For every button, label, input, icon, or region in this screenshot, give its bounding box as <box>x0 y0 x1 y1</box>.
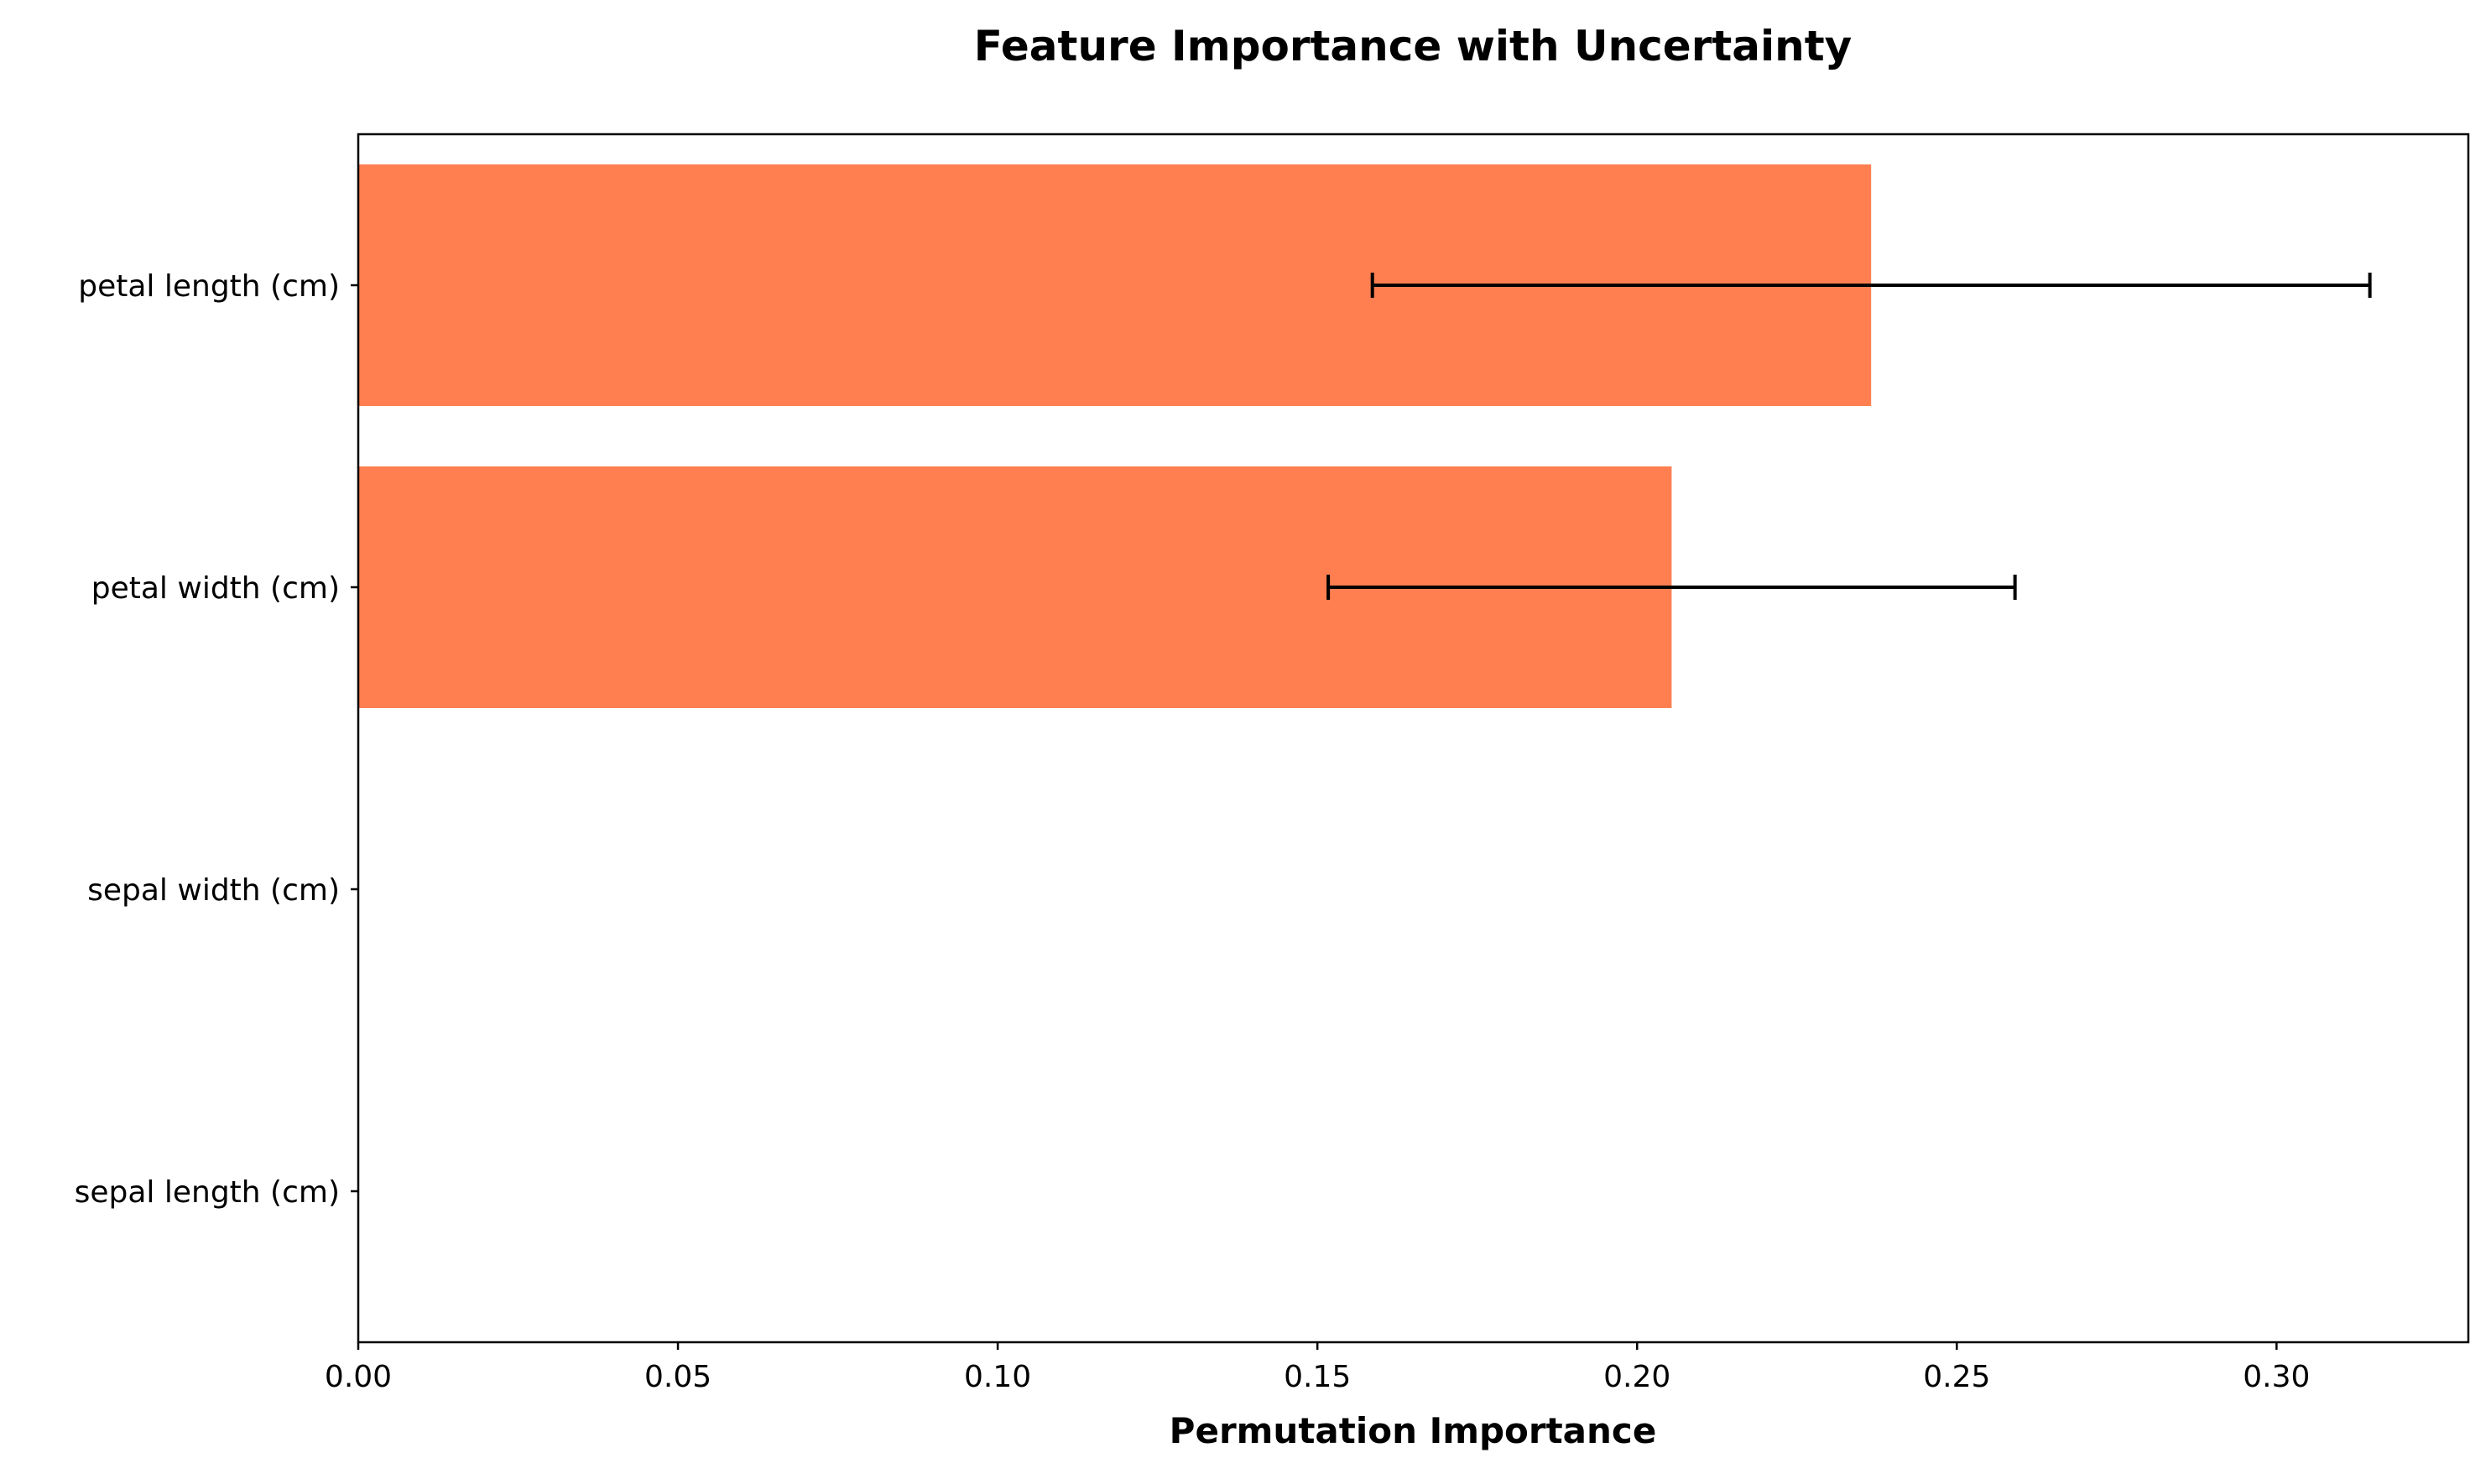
x-tick-label: 0.30 <box>2243 1360 2310 1394</box>
x-tick-label: 0.25 <box>1923 1360 1990 1394</box>
x-tick-label: 0.15 <box>1284 1360 1351 1394</box>
x-tick-label: 0.20 <box>1603 1360 1670 1394</box>
x-tick-label: 0.05 <box>644 1360 711 1394</box>
error-bar <box>1326 575 2017 600</box>
x-axis: 0.00 0.05 0.10 0.15 0.20 0.25 0.30 <box>325 1342 2310 1394</box>
bars-layer <box>358 164 1872 708</box>
y-tick-label: sepal width (cm) <box>87 873 340 908</box>
y-tick-label: sepal length (cm) <box>75 1175 340 1210</box>
error-bar <box>1370 273 2372 298</box>
x-tick-label: 0.00 <box>325 1360 392 1394</box>
x-axis-label: Permutation Importance <box>1170 1410 1657 1451</box>
error-bars-layer <box>1326 273 2372 600</box>
y-tick-label: petal length (cm) <box>78 269 340 304</box>
x-tick-label: 0.10 <box>964 1360 1031 1394</box>
y-tick-label: petal width (cm) <box>91 571 340 606</box>
y-axis: petal length (cm) petal width (cm) sepal w… <box>75 269 358 1210</box>
plot-frame <box>357 133 2470 1344</box>
chart-title: Feature Importance with Uncertainty <box>974 22 1852 70</box>
